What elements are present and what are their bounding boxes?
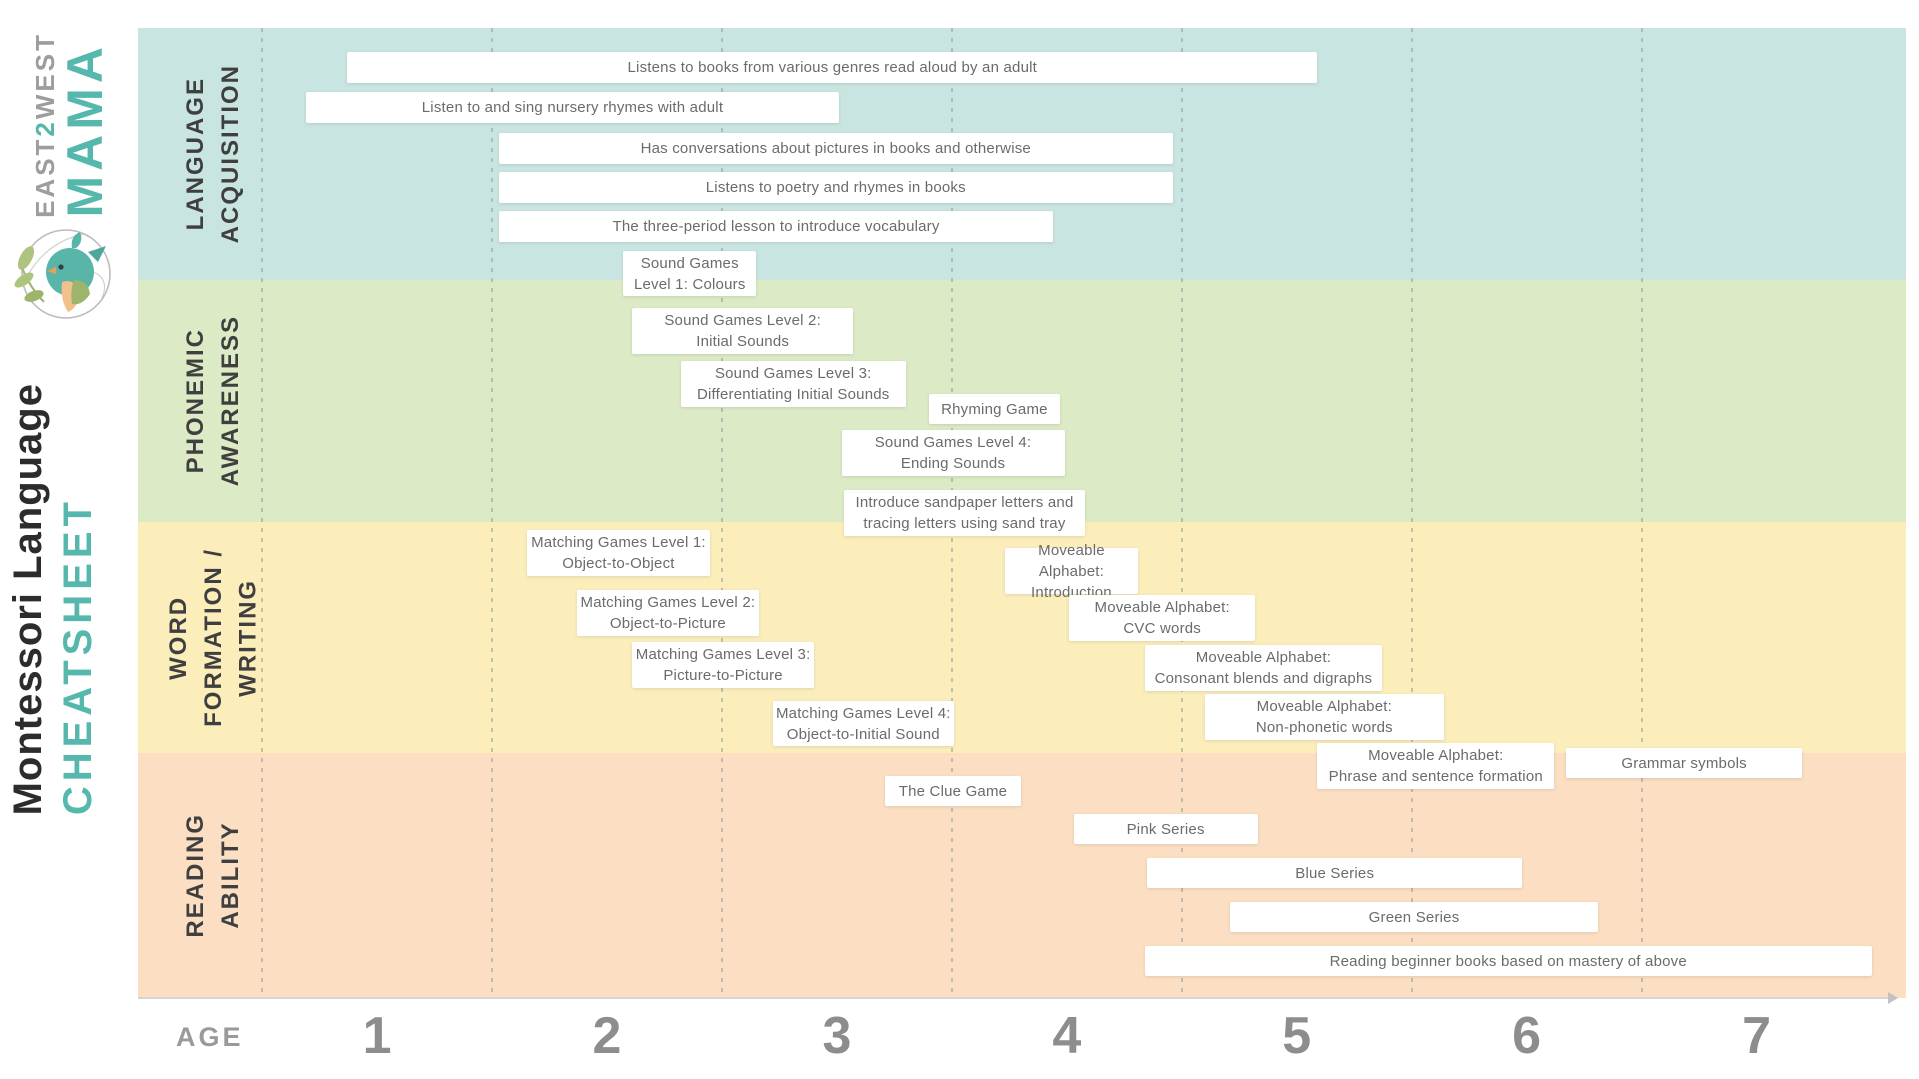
bar-moveable-alphabet: Moveable Alphabet: Non-phonetic words [1204,694,1444,740]
bar-matching-games-level-1: Matching Games Level 1: Object-to-Object [526,530,711,576]
bar-matching-games-level-4: Matching Games Level 4: Object-to-Initia… [772,701,955,746]
bar-sound-games-level-4: Sound Games Level 4: Ending Sounds [841,430,1065,476]
page-subtitle: CHEATSHEET [56,496,100,815]
bar-has-conversations-about-pictures-in-books-and-otherwise: Has conversations about pictures in book… [499,133,1173,164]
gridline-age-2.5 [720,28,723,998]
section-label-word-formation-writing: WORD FORMATION / WRITING [164,548,262,727]
age-tick-2: 2 [592,1007,622,1065]
bar-moveable-alphabet: Moveable Alphabet: Phrase and sentence f… [1317,743,1555,789]
brand-mama: MAMA [57,42,113,218]
plot-area: LANGUAGE ACQUISITION PHONEMIC AWARENESS WO… [138,28,1906,998]
bar-listens-to-poetry-and-rhymes-in-books: Listens to poetry and rhymes in books [499,172,1173,203]
gridline-age-1.5 [491,28,494,998]
bar-sound-games: Sound Games Level 1: Colours [623,251,757,296]
bird-in-circle-logo-icon [14,222,118,326]
age-tick-3: 3 [822,1007,852,1065]
bar-the-three-period-lesson-to-introduce-vocabulary: The three-period lesson to introduce voc… [499,211,1054,242]
gridline-age-4.5 [1180,28,1183,998]
bar-moveable-alphabet: Moveable Alphabet: CVC words [1069,595,1256,641]
section-label-language-acquisition: LANGUAGE ACQUISITION [182,64,244,244]
section-label-box-word-formation-writing: WORD FORMATION / WRITING [156,522,272,753]
bar-sound-games-level-2: Sound Games Level 2: Initial Sounds [632,308,853,354]
bar-the-clue-game: The Clue Game [885,776,1021,806]
section-label-box-language-acquisition: LANGUAGE ACQUISITION [156,28,272,280]
bar-rhyming-game: Rhyming Game [928,394,1060,424]
age-tick-6: 6 [1512,1007,1542,1065]
bar-listen-to-and-sing-nursery-rhymes-with-adult: Listen to and sing nursery rhymes with a… [305,92,840,123]
age-axis-arrow-icon [1888,992,1898,1004]
age-tick-5: 5 [1282,1007,1312,1065]
bar-matching-games-level-3: Matching Games Level 3: Picture-to-Pictu… [632,642,814,688]
bar-pink-series: Pink Series [1073,814,1258,844]
section-label-box-reading-ability: READING ABILITY [156,753,272,998]
bar-green-series: Green Series [1230,902,1598,932]
bar-reading-beginner-books-based-on-mastery-of-above: Reading beginner books based on mastery … [1145,946,1872,976]
bar-moveable-alphabet: Moveable Alphabet: Consonant blends and … [1145,645,1382,691]
gridline-age-0.5 [261,28,264,998]
gridline-age-5.5 [1410,28,1413,998]
age-tick-7: 7 [1742,1007,1772,1065]
section-label-box-phonemic-awareness: PHONEMIC AWARENESS [156,280,272,522]
gridline-age-6.5 [1640,28,1643,998]
bar-sound-games-level-3: Sound Games Level 3: Differentiating Ini… [680,361,906,407]
age-axis-line [138,997,1890,999]
age-axis-label: AGE [176,1022,244,1052]
section-label-phonemic-awareness: PHONEMIC AWARENESS [182,315,244,487]
bar-matching-games-level-2: Matching Games Level 2: Object-to-Pictur… [577,590,759,636]
bar-moveable-alphabet: Moveable Alphabet: Introduction [1004,542,1139,601]
bar-listens-to-books-from-various-genres-read-aloud-by-an-adult: Listens to books from various genres rea… [347,52,1318,83]
page-title: Montessori Language [6,382,50,815]
age-tick-4: 4 [1052,1007,1082,1065]
section-label-reading-ability: READING ABILITY [182,813,244,938]
age-tick-1: 1 [362,1007,392,1065]
bar-introduce-sandpaper-letters-and: Introduce sandpaper letters and tracing … [843,490,1086,536]
bar-grammar-symbols: Grammar symbols [1565,748,1803,778]
bar-blue-series: Blue Series [1147,858,1523,888]
